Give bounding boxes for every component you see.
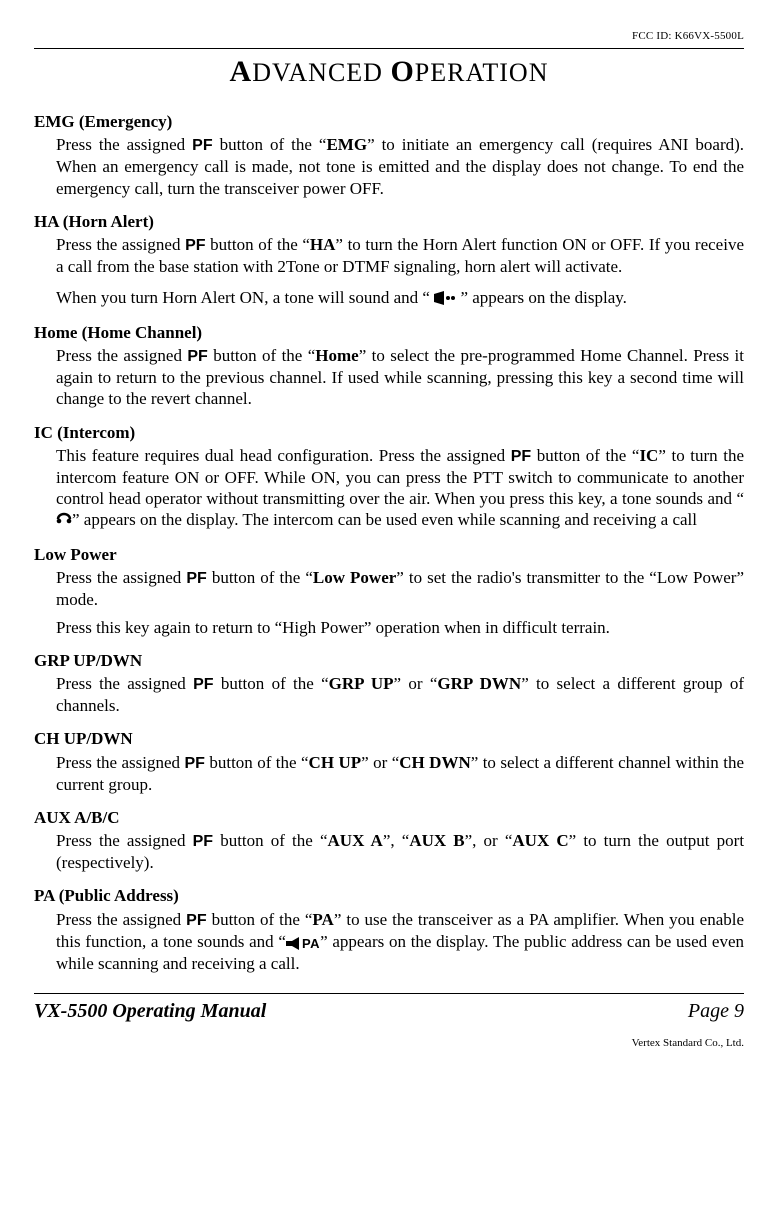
heading-home: Home (Home Channel) <box>34 322 744 343</box>
section-aux: AUX A/B/C Press the assigned PF button o… <box>34 807 744 874</box>
intercom-icon <box>56 511 72 532</box>
pa-icon: PA <box>286 932 320 953</box>
bottom-rule <box>34 993 744 994</box>
top-rule <box>34 48 744 49</box>
heading-grp: GRP UP/DWN <box>34 650 744 671</box>
section-ic: IC (Intercom) This feature requires dual… <box>34 422 744 532</box>
pf-label: PF <box>192 137 212 154</box>
section-pa: PA (Public Address) Press the assigned P… <box>34 885 744 974</box>
pf-label: PF <box>185 237 205 254</box>
section-ch: CH UP/DWN Press the assigned PF button o… <box>34 728 744 795</box>
section-low-power: Low Power Press the assigned PF button o… <box>34 544 744 638</box>
heading-ha: HA (Horn Alert) <box>34 211 744 232</box>
heading-aux: AUX A/B/C <box>34 807 744 828</box>
page-number: Page 9 <box>688 1000 744 1023</box>
section-grp: GRP UP/DWN Press the assigned PF button … <box>34 650 744 717</box>
horn-alert-icon <box>434 289 456 310</box>
pf-label: PF <box>187 348 207 365</box>
vendor-name: Vertex Standard Co., Ltd. <box>34 1037 744 1049</box>
pf-label: PF <box>184 755 204 772</box>
fcc-id: FCC ID: K66VX-5500L <box>34 30 744 42</box>
footer: VX-5500 Operating Manual Page 9 <box>34 1000 744 1023</box>
page-title: ADVANCED OPERATION <box>34 55 744 89</box>
heading-ic: IC (Intercom) <box>34 422 744 443</box>
content: EMG (Emergency) Press the assigned PF bu… <box>34 111 744 975</box>
section-home: Home (Home Channel) Press the assigned P… <box>34 322 744 410</box>
pf-label: PF <box>186 912 206 929</box>
pf-label: PF <box>186 570 206 587</box>
pf-label: PF <box>511 448 531 465</box>
heading-pa: PA (Public Address) <box>34 885 744 906</box>
page-container: FCC ID: K66VX-5500L ADVANCED OPERATION E… <box>0 0 778 1069</box>
heading-emg: EMG (Emergency) <box>34 111 744 132</box>
pf-label: PF <box>193 676 213 693</box>
section-emg: EMG (Emergency) Press the assigned PF bu… <box>34 111 744 199</box>
heading-ch: CH UP/DWN <box>34 728 744 749</box>
pf-label: PF <box>193 833 213 850</box>
heading-low-power: Low Power <box>34 544 744 565</box>
section-ha: HA (Horn Alert) Press the assigned PF bu… <box>34 211 744 310</box>
manual-title: VX-5500 Operating Manual <box>34 1000 266 1023</box>
